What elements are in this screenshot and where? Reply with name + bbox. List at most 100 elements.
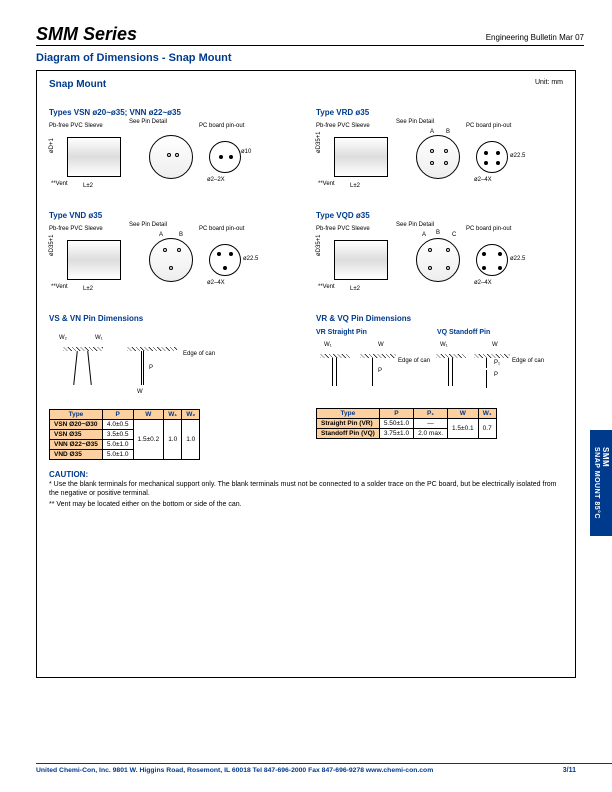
pcb-label: PC board pin-out bbox=[199, 226, 244, 232]
td: 0.7 bbox=[478, 419, 496, 439]
cap-front-icon bbox=[149, 238, 193, 282]
can-edge-hatch-icon bbox=[127, 347, 177, 351]
td: VNN Ø22~Ø35 bbox=[50, 440, 103, 450]
pin-icon bbox=[430, 149, 434, 153]
pin-hole-icon bbox=[229, 252, 233, 256]
B-label: B bbox=[179, 232, 183, 238]
pin-shape-icon bbox=[73, 351, 78, 385]
section-vnd: Type VND ø35 Pb-free PVC Sleeve See Pin … bbox=[49, 211, 296, 300]
pin-icon bbox=[177, 248, 181, 252]
pin-icon bbox=[444, 161, 448, 165]
diagram-subtitle: Diagram of Dimensions - Snap Mount bbox=[36, 52, 576, 64]
edge-label: Edge of can bbox=[183, 351, 215, 357]
can-edge-hatch-icon bbox=[360, 354, 396, 358]
pin-icon bbox=[167, 153, 171, 157]
pin-stand-icon bbox=[486, 358, 487, 368]
cap-side-icon bbox=[67, 240, 121, 280]
d225-label: ø22.5 bbox=[510, 256, 525, 262]
th: W bbox=[133, 410, 164, 420]
section-vsn: Types VSN ø20~ø35; VNN ø22~ø35 Pb-free P… bbox=[49, 108, 296, 197]
can-edge-hatch-icon bbox=[436, 354, 466, 358]
vent-label: **Vent bbox=[318, 284, 335, 290]
vsvn-table: Type P W W₁ W₂ VSN Ø20~Ø30 4.0±0.5 1.5±0… bbox=[49, 409, 200, 460]
pin-hole-icon bbox=[498, 252, 502, 256]
pin-shape-icon bbox=[141, 351, 142, 385]
pin-hole-icon bbox=[223, 266, 227, 270]
cap-side-icon bbox=[67, 137, 121, 177]
dia35-label: øD35+1 bbox=[316, 234, 322, 256]
pin-shape-icon bbox=[87, 351, 92, 385]
z4x-label: ø2–4X bbox=[207, 280, 225, 286]
z4x-label: ø2–4X bbox=[474, 177, 492, 183]
sleeve-label: Pb-free PVC Sleeve bbox=[316, 123, 370, 129]
pin-shape-icon bbox=[448, 358, 449, 386]
pin-icon bbox=[446, 248, 450, 252]
vr-sub: VR Straight Pin bbox=[316, 329, 367, 336]
z2x-label: ø2–2X bbox=[207, 177, 225, 183]
td: VND Ø35 bbox=[50, 450, 103, 460]
td: 1.0 bbox=[182, 420, 200, 460]
td: 5.0±1.0 bbox=[102, 450, 133, 460]
section-vqd: Type VQD ø35 Pb-free PVC Sleeve See Pin … bbox=[316, 211, 563, 300]
cap-front-icon bbox=[416, 135, 460, 179]
z4x-label: ø2–4X bbox=[474, 280, 492, 286]
vsvn-pin-diagram: W₂ W₁ P Edge of can W bbox=[49, 329, 296, 409]
pin-detail-label: See Pin Detail bbox=[129, 222, 167, 228]
table-header-row: Type P P₁ W W₁ bbox=[317, 409, 497, 419]
d10-label: ø10 bbox=[241, 149, 251, 155]
vsvn-title: VS & VN Pin Dimensions bbox=[49, 314, 296, 323]
snap-mount-title: Snap Mount bbox=[49, 79, 563, 90]
pin-hole-icon bbox=[484, 161, 488, 165]
pin-hole-icon bbox=[482, 266, 486, 270]
vsn-diagram: Pb-free PVC Sleeve See Pin Detail PC boa… bbox=[49, 123, 296, 197]
vrd-diagram: Pb-free PVC Sleeve See Pin Detail PC boa… bbox=[316, 123, 563, 197]
pcb-circle-icon bbox=[476, 244, 508, 276]
main-box: Snap Mount Unit: mm Types VSN ø20~ø35; V… bbox=[36, 70, 576, 678]
pin-icon bbox=[428, 266, 432, 270]
pin-hole-icon bbox=[229, 155, 233, 159]
footer-text: United Chemi-Con, Inc. 9801 W. Higgins R… bbox=[36, 767, 433, 774]
cap-side-icon bbox=[334, 240, 388, 280]
side-tab-line1: SMM bbox=[601, 447, 610, 467]
edge-label: Edge of can bbox=[512, 358, 544, 364]
pin-hole-icon bbox=[482, 252, 486, 256]
section-vsvn-pins: VS & VN Pin Dimensions W₂ W₁ P Edge of c… bbox=[49, 314, 296, 460]
L2-label: L±2 bbox=[83, 183, 93, 189]
sleeve-label: Pb-free PVC Sleeve bbox=[316, 226, 370, 232]
pcb-circle-icon bbox=[209, 141, 241, 173]
W1-label: W₁ bbox=[440, 342, 448, 348]
pin-shape-icon bbox=[143, 351, 144, 385]
P-label: P bbox=[494, 372, 498, 378]
dia35-label: øD35+1 bbox=[316, 131, 322, 153]
L2-label: L±2 bbox=[83, 286, 93, 292]
side-tab: SMM SNAP MOUNT 85°C bbox=[590, 430, 612, 536]
pin-icon bbox=[175, 153, 179, 157]
pin-icon bbox=[444, 149, 448, 153]
W-label: W bbox=[378, 342, 384, 348]
vsn-title: Types VSN ø20~ø35; VNN ø22~ø35 bbox=[49, 108, 296, 117]
W-label: W bbox=[137, 389, 143, 395]
B-label: B bbox=[436, 230, 440, 236]
pin-icon bbox=[163, 248, 167, 252]
cap-front-icon bbox=[416, 238, 460, 282]
diagram-grid: Types VSN ø20~ø35; VNN ø22~ø35 Pb-free P… bbox=[49, 108, 563, 460]
td: — bbox=[414, 419, 448, 429]
page: SMM Series Engineering Bulletin Mar 07 D… bbox=[0, 0, 612, 792]
th: P bbox=[102, 410, 133, 420]
th: P₁ bbox=[414, 409, 448, 419]
td: VSN Ø35 bbox=[50, 430, 103, 440]
pin-detail-label: See Pin Detail bbox=[129, 119, 167, 125]
header-row: SMM Series Engineering Bulletin Mar 07 bbox=[36, 24, 584, 46]
pin-hole-icon bbox=[498, 266, 502, 270]
pcb-label: PC board pin-out bbox=[466, 226, 511, 232]
pin-hole-icon bbox=[496, 161, 500, 165]
td: 4.0±0.5 bbox=[102, 420, 133, 430]
td: 5.50±1.0 bbox=[379, 419, 413, 429]
td: 1.5±0.2 bbox=[133, 420, 164, 460]
th: Type bbox=[317, 409, 380, 419]
td: Straight Pin (VR) bbox=[317, 419, 380, 429]
series-title: SMM Series bbox=[36, 24, 137, 45]
vq-sub: VQ Standoff Pin bbox=[437, 329, 490, 336]
bulletin-text: Engineering Bulletin Mar 07 bbox=[486, 33, 584, 42]
pin-shape-icon bbox=[332, 358, 333, 386]
